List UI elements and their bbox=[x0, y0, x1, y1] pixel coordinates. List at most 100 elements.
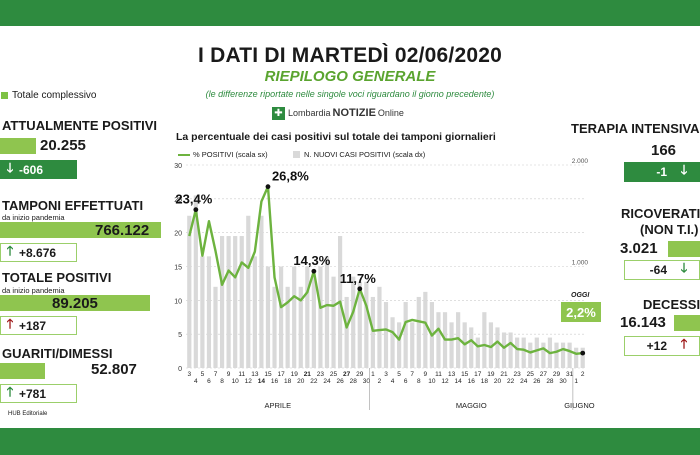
bar-new-cases bbox=[187, 215, 192, 368]
x-tick-label: 9 bbox=[424, 371, 428, 378]
y-tick-right: 2.000 bbox=[572, 158, 589, 165]
guariti-value: 52.807 bbox=[91, 361, 137, 378]
arrow-down-icon: 🡓 bbox=[680, 162, 688, 177]
x-tick-label: 30 bbox=[559, 378, 567, 385]
x-tick-label: 27 bbox=[540, 371, 548, 378]
legend-percent: % POSITIVI (scala sx) bbox=[178, 150, 268, 159]
attualmente-delta-value: -606 bbox=[19, 162, 44, 177]
legend-bar-swatch bbox=[293, 151, 300, 158]
tamponi-value: 766.122 bbox=[95, 222, 150, 239]
x-tick-label: 19 bbox=[487, 371, 495, 378]
bar-new-cases bbox=[219, 236, 225, 368]
oggi-label: OGGI bbox=[571, 292, 590, 299]
guariti-bar bbox=[0, 363, 45, 379]
legend-percent-label: % POSITIVI (scala sx) bbox=[193, 150, 268, 159]
bar-new-cases bbox=[305, 266, 310, 368]
legend-bars-label: N. NUOVI CASI POSITIVI (scala dx) bbox=[304, 150, 426, 159]
x-tick-label: 10 bbox=[428, 378, 436, 385]
y-tick-right: 1.000 bbox=[572, 260, 589, 267]
bar-new-cases bbox=[193, 195, 198, 368]
bar-new-cases bbox=[213, 286, 218, 368]
x-tick-label: 8 bbox=[220, 378, 224, 385]
y-tick-left: 5 bbox=[178, 332, 182, 339]
tamponi-bar bbox=[0, 222, 161, 238]
month-label: GIUGNO bbox=[564, 401, 595, 410]
x-tick-label: 7 bbox=[410, 371, 414, 378]
logo-region: Lombardia bbox=[288, 108, 331, 118]
ricoverati-label-2: (NON T.I.) bbox=[640, 222, 699, 237]
totale-bar bbox=[0, 295, 150, 311]
x-tick-label: 8 bbox=[417, 378, 421, 385]
totale-sub: da inizio pandemia bbox=[2, 286, 65, 295]
decessi-value: 16.143 bbox=[620, 314, 666, 331]
y-tick-left: 0 bbox=[178, 366, 182, 373]
decessi-bar bbox=[674, 315, 700, 331]
decessi-label: DECESSI bbox=[643, 297, 700, 312]
x-tick-label: 21 bbox=[304, 371, 312, 378]
arrow-up-icon: 🡑 bbox=[6, 315, 14, 331]
attualmente-bar bbox=[0, 138, 36, 154]
ricoverati-label-1: RICOVERATI bbox=[621, 206, 700, 221]
positivity-chart: 0510152025301.0002.00023,4%26,8%14,3%11,… bbox=[174, 158, 595, 410]
y-tick-left: 30 bbox=[174, 163, 182, 170]
month-label: MAGGIO bbox=[456, 401, 487, 410]
bar-new-cases bbox=[285, 286, 290, 368]
page-subtitle: RIEPILOGO GENERALE bbox=[264, 68, 436, 85]
tamponi-sub: da inizio pandemia bbox=[2, 213, 65, 222]
today-dot bbox=[580, 350, 586, 356]
x-tick-label: 13 bbox=[251, 371, 259, 378]
bar-new-cases bbox=[265, 266, 271, 368]
legend-total-label: Totale complessivo bbox=[12, 90, 97, 101]
bar-new-cases bbox=[449, 322, 454, 368]
x-tick-label: 18 bbox=[284, 378, 292, 385]
x-tick-label: 30 bbox=[363, 378, 371, 385]
bar-new-cases bbox=[318, 266, 323, 368]
tamponi-delta: 🡑 +8.676 bbox=[0, 243, 77, 262]
bar-new-cases bbox=[272, 286, 277, 368]
bar-new-cases bbox=[233, 236, 238, 368]
bar-new-cases bbox=[403, 302, 408, 368]
bar-new-cases bbox=[259, 215, 264, 368]
top-band bbox=[0, 0, 700, 26]
x-tick-label: 4 bbox=[391, 378, 395, 385]
x-tick-label: 15 bbox=[264, 371, 272, 378]
bar-new-cases bbox=[357, 281, 362, 368]
bar-new-cases bbox=[521, 337, 526, 368]
terapia-delta-value: -1 bbox=[656, 165, 667, 179]
bar-new-cases bbox=[488, 322, 494, 368]
bar-new-cases bbox=[475, 337, 480, 368]
brand-logo: ✚ Lombardia NOTIZIE Online bbox=[272, 105, 404, 121]
bar-new-cases bbox=[390, 317, 395, 368]
bar-new-cases bbox=[574, 347, 579, 368]
bar-new-cases bbox=[580, 347, 585, 368]
percent-line bbox=[188, 185, 583, 355]
x-tick-label: 15 bbox=[461, 371, 469, 378]
bar-new-cases bbox=[528, 342, 533, 368]
bar-new-cases bbox=[206, 256, 212, 368]
annotation-dot bbox=[357, 286, 363, 292]
x-tick-label: 26 bbox=[533, 378, 541, 385]
y-tick-left: 20 bbox=[174, 231, 182, 238]
y-tick-left: 10 bbox=[174, 298, 182, 305]
x-tick-label: 26 bbox=[336, 378, 344, 385]
bar-new-cases bbox=[351, 276, 356, 368]
bar-new-cases bbox=[416, 296, 421, 368]
bar-new-cases bbox=[469, 327, 474, 368]
logo-brand: NOTIZIE bbox=[332, 107, 376, 119]
bar-new-cases bbox=[252, 256, 257, 368]
bar-new-cases bbox=[246, 215, 251, 368]
legend-swatch bbox=[1, 92, 8, 99]
bar-new-cases bbox=[534, 337, 539, 368]
bar-new-cases bbox=[456, 312, 461, 368]
chart-title: La percentuale dei casi positivi sul tot… bbox=[176, 131, 496, 143]
x-tick-label: 29 bbox=[553, 371, 561, 378]
x-tick-label: 6 bbox=[404, 378, 408, 385]
x-tick-label: 7 bbox=[214, 371, 218, 378]
legend-bars: N. NUOVI CASI POSITIVI (scala dx) bbox=[293, 150, 425, 159]
legend-total: Totale complessivo bbox=[1, 90, 96, 101]
x-tick-label: 27 bbox=[343, 371, 351, 378]
arrow-up-icon: 🡑 bbox=[6, 383, 14, 399]
totale-delta-value: +187 bbox=[19, 318, 47, 333]
bar-new-cases bbox=[567, 342, 572, 368]
bottom-band bbox=[0, 428, 700, 455]
